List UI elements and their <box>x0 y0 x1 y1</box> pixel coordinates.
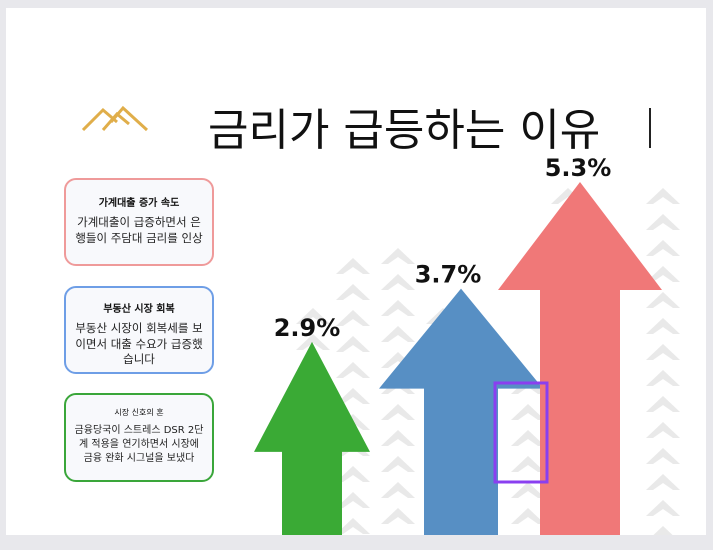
chevron-shape <box>653 526 673 535</box>
chevron-shape <box>646 344 680 360</box>
chevron-shape <box>336 362 370 378</box>
mountain-logo-icon <box>81 105 149 132</box>
chevron-shape <box>381 274 415 290</box>
chevron-shape <box>646 396 680 412</box>
chevron-shape <box>646 370 680 386</box>
chevron-shape <box>381 508 415 524</box>
rate-arrow-chart: 2.9% 3.7% 5.3% <box>254 154 662 535</box>
card-title: 가계대출 증가 속도 <box>98 198 180 209</box>
card-title: 부동산 시장 회복 <box>103 304 175 315</box>
reason-card-real-estate[interactable]: 부동산 시장 회복 부동산 시장이 회복세를 보이면서 대출 수요가 급증했습니… <box>64 286 214 374</box>
chevron-shape <box>336 258 370 274</box>
slide-canvas[interactable]: 금리가 급등하는 이유 가계대출 증가 속도 가계대출이 급증하면서 은행들이 … <box>6 8 706 535</box>
chevron-shape <box>336 284 370 300</box>
card-title: 시장 신호의 혼 <box>114 408 164 417</box>
card-body: 금융당국이 스트레스 DSR 2단계 적용을 연기하면서 시장에 금융 완화 시… <box>74 425 204 464</box>
data-label-1: 2.9% <box>274 314 341 342</box>
chevron-shape <box>511 404 545 420</box>
card-body: 가계대출이 급증하면서 은행들이 주담대 금리를 인상 <box>75 215 203 245</box>
chevron-shape <box>646 240 680 256</box>
chevron-shape <box>511 456 545 472</box>
selection-box[interactable] <box>493 381 549 484</box>
chevron-shape <box>381 482 415 498</box>
chevron-shape <box>381 326 415 342</box>
chevron-shape <box>646 188 680 204</box>
chevron-shape <box>296 308 330 324</box>
chevron-shape <box>336 518 370 534</box>
chevron-shape <box>296 334 330 350</box>
chevron-shape <box>511 508 545 524</box>
chevron-shape <box>336 466 370 482</box>
bar-arrow-2[interactable] <box>379 288 543 535</box>
chevron-shape <box>511 430 545 446</box>
chevron-shape <box>381 300 415 316</box>
chevron-shape <box>336 492 370 508</box>
chevron-shape <box>646 500 680 516</box>
reason-card-household-loans[interactable]: 가계대출 증가 속도 가계대출이 급증하면서 은행들이 주담대 금리를 인상 <box>64 178 214 266</box>
chevron-shape <box>646 214 680 230</box>
chevron-shape <box>381 404 415 420</box>
reason-card-market-signal[interactable]: 시장 신호의 혼 금융당국이 스트레스 DSR 2단계 적용을 연기하면서 시장… <box>64 393 214 482</box>
chevron-shape <box>646 318 680 334</box>
page-title[interactable]: 금리가 급등하는 이유 <box>208 105 601 156</box>
chevron-shape <box>381 430 415 446</box>
chevron-shape <box>381 248 415 264</box>
chevron-shape <box>646 474 680 490</box>
bar-arrow-3[interactable] <box>498 182 662 535</box>
chevron-shape <box>381 456 415 472</box>
chevron-shape <box>336 310 370 326</box>
bar-arrow-1[interactable] <box>254 341 370 535</box>
chevron-shape <box>511 482 545 498</box>
card-body: 부동산 시장이 회복세를 보이면서 대출 수요가 급증했습니다 <box>75 321 203 367</box>
chevron-shape <box>646 292 680 308</box>
chevron-shape <box>336 388 370 404</box>
chevron-shape <box>646 266 680 282</box>
text-cursor <box>649 108 651 148</box>
chevron-shape <box>336 336 370 352</box>
chevron-shape <box>646 448 680 464</box>
data-label-3: 5.3% <box>545 154 612 182</box>
chevron-shape <box>646 422 680 438</box>
data-label-2: 3.7% <box>415 261 482 289</box>
